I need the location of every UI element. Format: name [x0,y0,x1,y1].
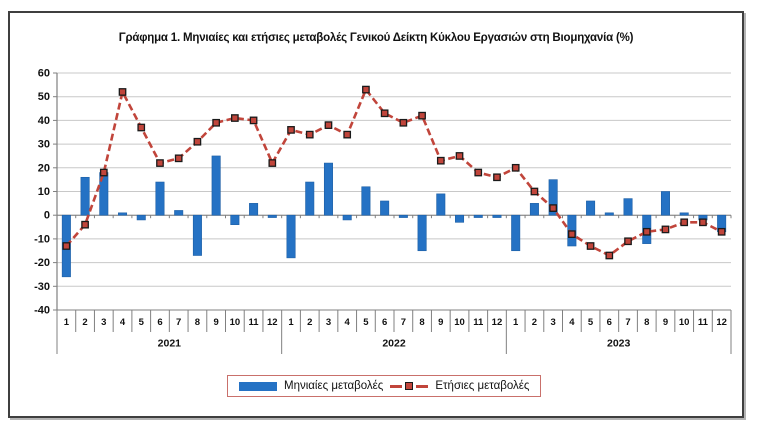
svg-text:0: 0 [44,210,50,222]
svg-text:9: 9 [213,317,218,328]
svg-text:4: 4 [569,317,575,328]
svg-text:8: 8 [419,317,424,328]
svg-text:6: 6 [157,317,162,328]
svg-text:10: 10 [230,317,241,328]
svg-text:5: 5 [139,317,145,328]
svg-text:7: 7 [401,317,406,328]
svg-text:5: 5 [588,317,594,328]
svg-text:9: 9 [663,317,668,328]
svg-text:-20: -20 [34,257,50,269]
svg-text:2: 2 [532,317,537,328]
svg-text:6: 6 [382,317,387,328]
svg-text:60: 60 [38,68,50,80]
figure-frame: Γράφημα 1. Μηνιαίες και ετήσιες μεταβολέ… [8,11,744,418]
svg-text:4: 4 [120,317,126,328]
square-marker-icon [405,382,414,390]
svg-text:20: 20 [38,162,50,174]
svg-text:12: 12 [716,317,727,328]
svg-text:2022: 2022 [382,338,406,350]
annual-series-swatch-icon [390,382,429,390]
chart-title: Γράφημα 1. Μηνιαίες και ετήσιες μεταβολέ… [118,32,634,44]
svg-text:12: 12 [267,317,278,328]
svg-text:10: 10 [679,317,690,328]
svg-text:2023: 2023 [607,338,631,350]
svg-text:3: 3 [550,317,555,328]
svg-text:7: 7 [176,317,181,328]
svg-text:3: 3 [101,317,106,328]
svg-text:5: 5 [363,317,369,328]
svg-text:1: 1 [288,317,294,328]
svg-text:2: 2 [307,317,312,328]
monthly-series-label: Μηνιαίες μεταβολές [284,380,384,392]
annual-series-label: Ετήσιες μεταβολές [435,380,530,392]
svg-text:30: 30 [38,139,50,151]
chart-legend: Μηνιαίες μεταβολές Ετήσιες μεταβολές [227,375,542,397]
svg-text:-40: -40 [34,305,50,317]
svg-text:3: 3 [326,317,331,328]
svg-text:12: 12 [492,317,503,328]
svg-text:10: 10 [454,317,465,328]
svg-text:-10: -10 [34,233,50,245]
svg-text:50: 50 [38,91,50,103]
svg-text:2: 2 [82,317,87,328]
svg-text:6: 6 [607,317,612,328]
svg-text:11: 11 [473,317,484,328]
svg-text:40: 40 [38,115,50,127]
svg-text:11: 11 [698,317,709,328]
svg-text:11: 11 [249,317,260,328]
dash-icon [390,384,403,388]
svg-text:8: 8 [644,317,649,328]
svg-text:7: 7 [625,317,630,328]
svg-text:4: 4 [345,317,351,328]
monthly-series-swatch-icon [239,381,277,391]
svg-text:8: 8 [195,317,200,328]
svg-text:9: 9 [438,317,443,328]
svg-text:1: 1 [513,317,519,328]
svg-text:10: 10 [38,186,50,198]
svg-text:2021: 2021 [158,338,182,350]
svg-text:1: 1 [64,317,70,328]
dash-icon [416,384,429,388]
svg-text:-30: -30 [34,281,50,293]
